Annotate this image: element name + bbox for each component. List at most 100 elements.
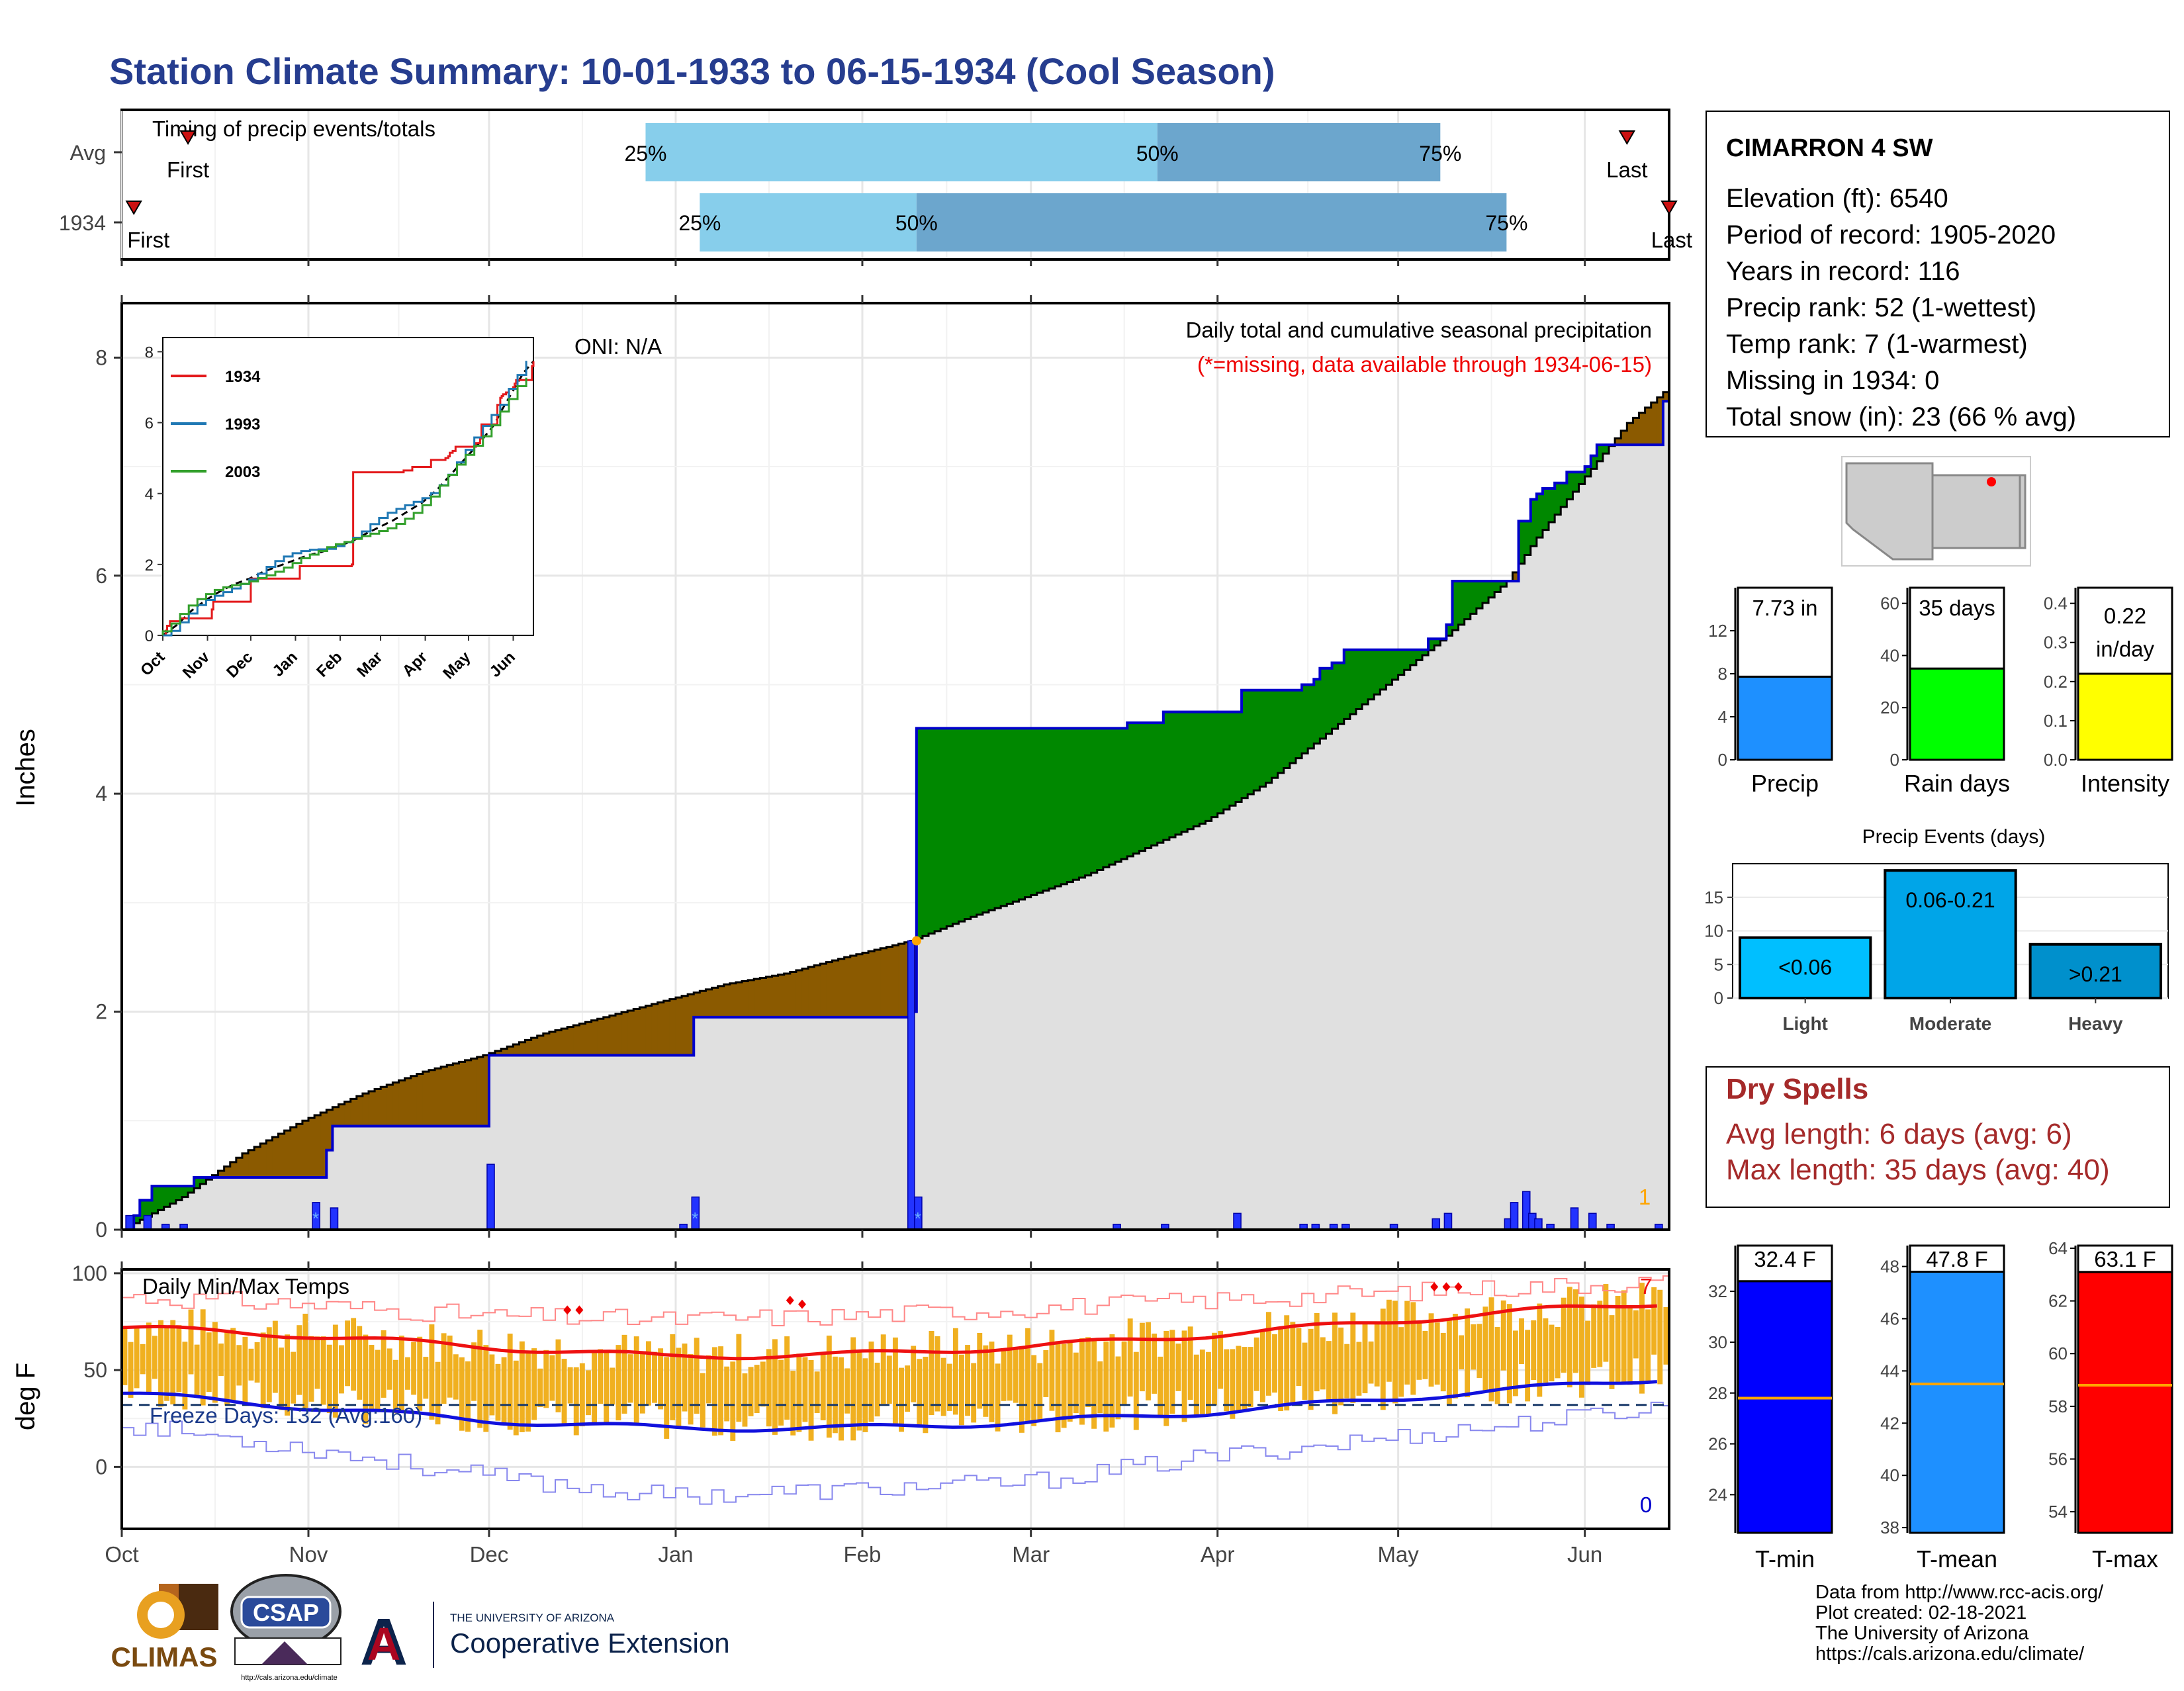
- daily-temp-bar: [1085, 1337, 1091, 1408]
- timing-1934-p25: 25%: [678, 211, 721, 235]
- deficit-segment: [471, 1058, 478, 1126]
- surplus-segment: [1332, 663, 1339, 729]
- precip-summary-ytick-label-0-1: 4: [1718, 707, 1727, 727]
- daily-temp-bar: [1049, 1330, 1055, 1411]
- daily-temp-bar: [688, 1353, 694, 1425]
- timing-last-marker-1934: [1661, 201, 1678, 215]
- deficit-segment: [886, 946, 893, 1017]
- daily-temp-bar: [1446, 1320, 1452, 1405]
- temp-summary-label-T-max: T-max: [2092, 1545, 2158, 1573]
- daily-temp-bar: [1043, 1349, 1049, 1397]
- deficit-segment: [579, 1023, 586, 1056]
- daily-temp-bar: [363, 1334, 369, 1424]
- deficit-segment: [290, 1127, 297, 1177]
- surplus-segment: [1602, 445, 1610, 454]
- daily-temp-bar: [1025, 1328, 1030, 1423]
- daily-temp-bar: [1386, 1299, 1392, 1382]
- daily-temp-bar: [796, 1353, 802, 1432]
- temp-summary-valuebox-T-min: [1737, 1244, 1833, 1283]
- deficit-segment: [814, 965, 821, 1017]
- surplus-segment: [1488, 581, 1495, 598]
- surplus-segment: [1175, 711, 1182, 835]
- credit-data-source: Data from http://www.rcc-acis.org/: [1815, 1582, 2104, 1603]
- deficit-segment: [1645, 407, 1652, 445]
- daily-temp-bar: [868, 1341, 874, 1422]
- temp-ytick-label-2: 100: [72, 1261, 107, 1285]
- precip-count-label: 1: [1639, 1185, 1651, 1209]
- deficit-segment: [826, 962, 833, 1017]
- deficit-segment: [435, 1068, 441, 1126]
- events-ytick-label-2: 10: [1704, 921, 1723, 941]
- daily-temp-bar: [977, 1332, 983, 1409]
- deficit-segment: [760, 978, 767, 1017]
- surplus-segment: [1091, 728, 1098, 873]
- daily-temp-bar: [1500, 1300, 1506, 1371]
- daily-temp-bar: [1218, 1331, 1224, 1389]
- deficit-segment: [537, 1035, 544, 1056]
- deficit-segment: [801, 968, 809, 1017]
- deficit-segment: [1621, 430, 1627, 445]
- events-ytick-label-1: 5: [1714, 954, 1723, 974]
- surplus-segment: [1163, 711, 1170, 841]
- surplus-segment: [1157, 723, 1164, 843]
- station-name: CIMARRON 4 SW: [1726, 134, 1933, 162]
- daily-temp-bar: [718, 1346, 724, 1436]
- station-snow: Total snow (in): 23 (66 % avg): [1726, 402, 2076, 432]
- ua-a-mark: A: [360, 1605, 408, 1679]
- daily-precip-bar: [1534, 1218, 1543, 1230]
- precip-summary-valuebox-Intensity: [2077, 586, 2173, 675]
- surplus-segment: [1289, 690, 1297, 764]
- daily-temp-bar: [610, 1367, 615, 1405]
- deficit-segment: [591, 1020, 598, 1056]
- deficit-segment: [868, 951, 875, 1017]
- temp-count-bottom: 0: [1640, 1492, 1652, 1517]
- surplus-segment: [982, 728, 989, 913]
- inset-ytick-label-1: 2: [145, 557, 154, 574]
- deficit-segment: [682, 995, 688, 1056]
- surplus-segment: [1500, 581, 1507, 587]
- daily-temp-bar: [772, 1339, 778, 1435]
- deficit-segment: [597, 1019, 604, 1056]
- deficit-segment: [1662, 392, 1670, 402]
- daily-temp-bar: [1549, 1324, 1555, 1382]
- daily-precip-bar: [486, 1164, 495, 1230]
- surplus-segment: [1567, 472, 1574, 500]
- timing-row-1934-label: 1934: [59, 211, 106, 235]
- daily-temp-bar: [495, 1363, 501, 1421]
- surplus-segment: [134, 1215, 140, 1224]
- daily-temp-bar: [730, 1361, 736, 1441]
- daily-temp-bar: [549, 1355, 555, 1401]
- daily-temp-bar: [308, 1336, 314, 1402]
- surplus-segment: [1199, 711, 1206, 824]
- daily-temp-bar: [398, 1336, 404, 1411]
- precip-summary-ytick-label-0-3: 12: [1708, 621, 1727, 641]
- deficit-segment: [422, 1072, 430, 1126]
- record-high-marker-0: [563, 1305, 572, 1315]
- daily-temp-bar: [296, 1325, 302, 1395]
- deficit-segment: [284, 1130, 291, 1177]
- daily-temp-bar: [1597, 1301, 1603, 1367]
- daily-temp-bar: [1392, 1301, 1398, 1404]
- daily-temp-bar: [1097, 1361, 1103, 1414]
- daily-temp-bar: [1061, 1344, 1067, 1428]
- surplus-segment: [989, 728, 995, 911]
- daily-temp-bar: [375, 1349, 381, 1411]
- deficit-segment: [717, 985, 725, 1017]
- surplus-segment: [194, 1177, 201, 1189]
- surplus-segment: [1555, 482, 1561, 515]
- deficit-segment: [302, 1120, 309, 1177]
- daily-temp-bar: [1236, 1346, 1242, 1412]
- daily-temp-bar: [387, 1348, 392, 1390]
- daily-temp-bar: [1350, 1312, 1356, 1403]
- deficit-segment: [224, 1166, 231, 1177]
- precip-summary-ytick-label-2-2: 0.2: [2044, 672, 2068, 692]
- daily-temp-bar: [230, 1328, 236, 1402]
- temp-body: [121, 1275, 1669, 1505]
- daily-temp-bar: [279, 1348, 284, 1410]
- daily-temp-bar: [1482, 1306, 1488, 1391]
- daily-temp-bar: [1272, 1334, 1277, 1393]
- daily-temp-bar: [1121, 1341, 1127, 1405]
- deficit-segment: [723, 984, 731, 1017]
- precip-events-body: 0 5 10 15 <0.06 Light 0.06-0.21 Moderate >0.21 He…: [1704, 863, 2169, 1034]
